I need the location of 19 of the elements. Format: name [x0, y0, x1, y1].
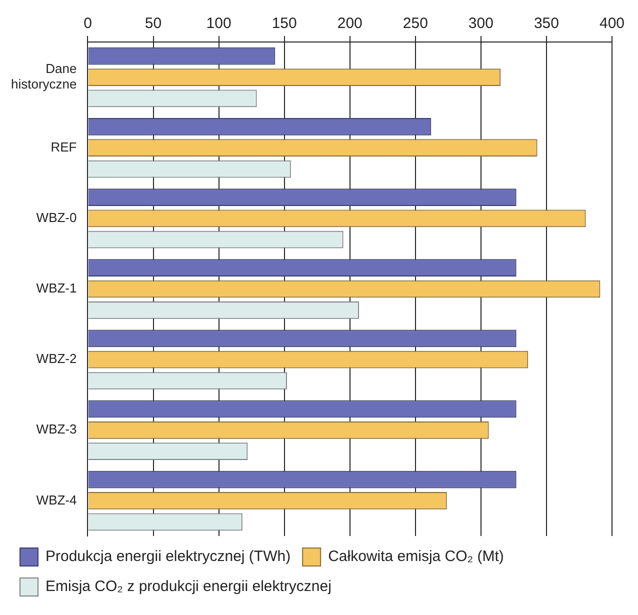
- x-tick-label: 350: [534, 15, 559, 32]
- x-tick-label: 200: [337, 15, 362, 32]
- y-tick-label: Dane historyczne: [11, 61, 77, 92]
- y-tick-label: WBZ-1: [36, 280, 77, 296]
- legend-label: Emisja CO₂ z produkcji energii elektrycznej: [46, 578, 332, 596]
- y-tick-label: WBZ-2: [36, 351, 77, 366]
- x-tick-label: 400: [599, 15, 625, 32]
- y-tick-label: WBZ-4: [36, 492, 77, 508]
- x-tick-label: 50: [144, 15, 162, 32]
- x-tick-label: 150: [272, 15, 297, 32]
- y-tick-label: WBZ-3: [36, 422, 77, 437]
- x-tick-label: 100: [206, 15, 232, 32]
- x-tick-label: 300: [468, 15, 494, 32]
- legend-label: Całkowita emisja CO₂ (Mt): [328, 548, 504, 566]
- x-tick-label: 250: [402, 15, 428, 32]
- x-tick-label: 0: [84, 15, 92, 32]
- y-tick-label: REF: [50, 139, 77, 154]
- legend-label: Produkcja energii elektrycznej (TWh): [46, 548, 291, 566]
- y-tick-label: WBZ-0: [36, 210, 77, 226]
